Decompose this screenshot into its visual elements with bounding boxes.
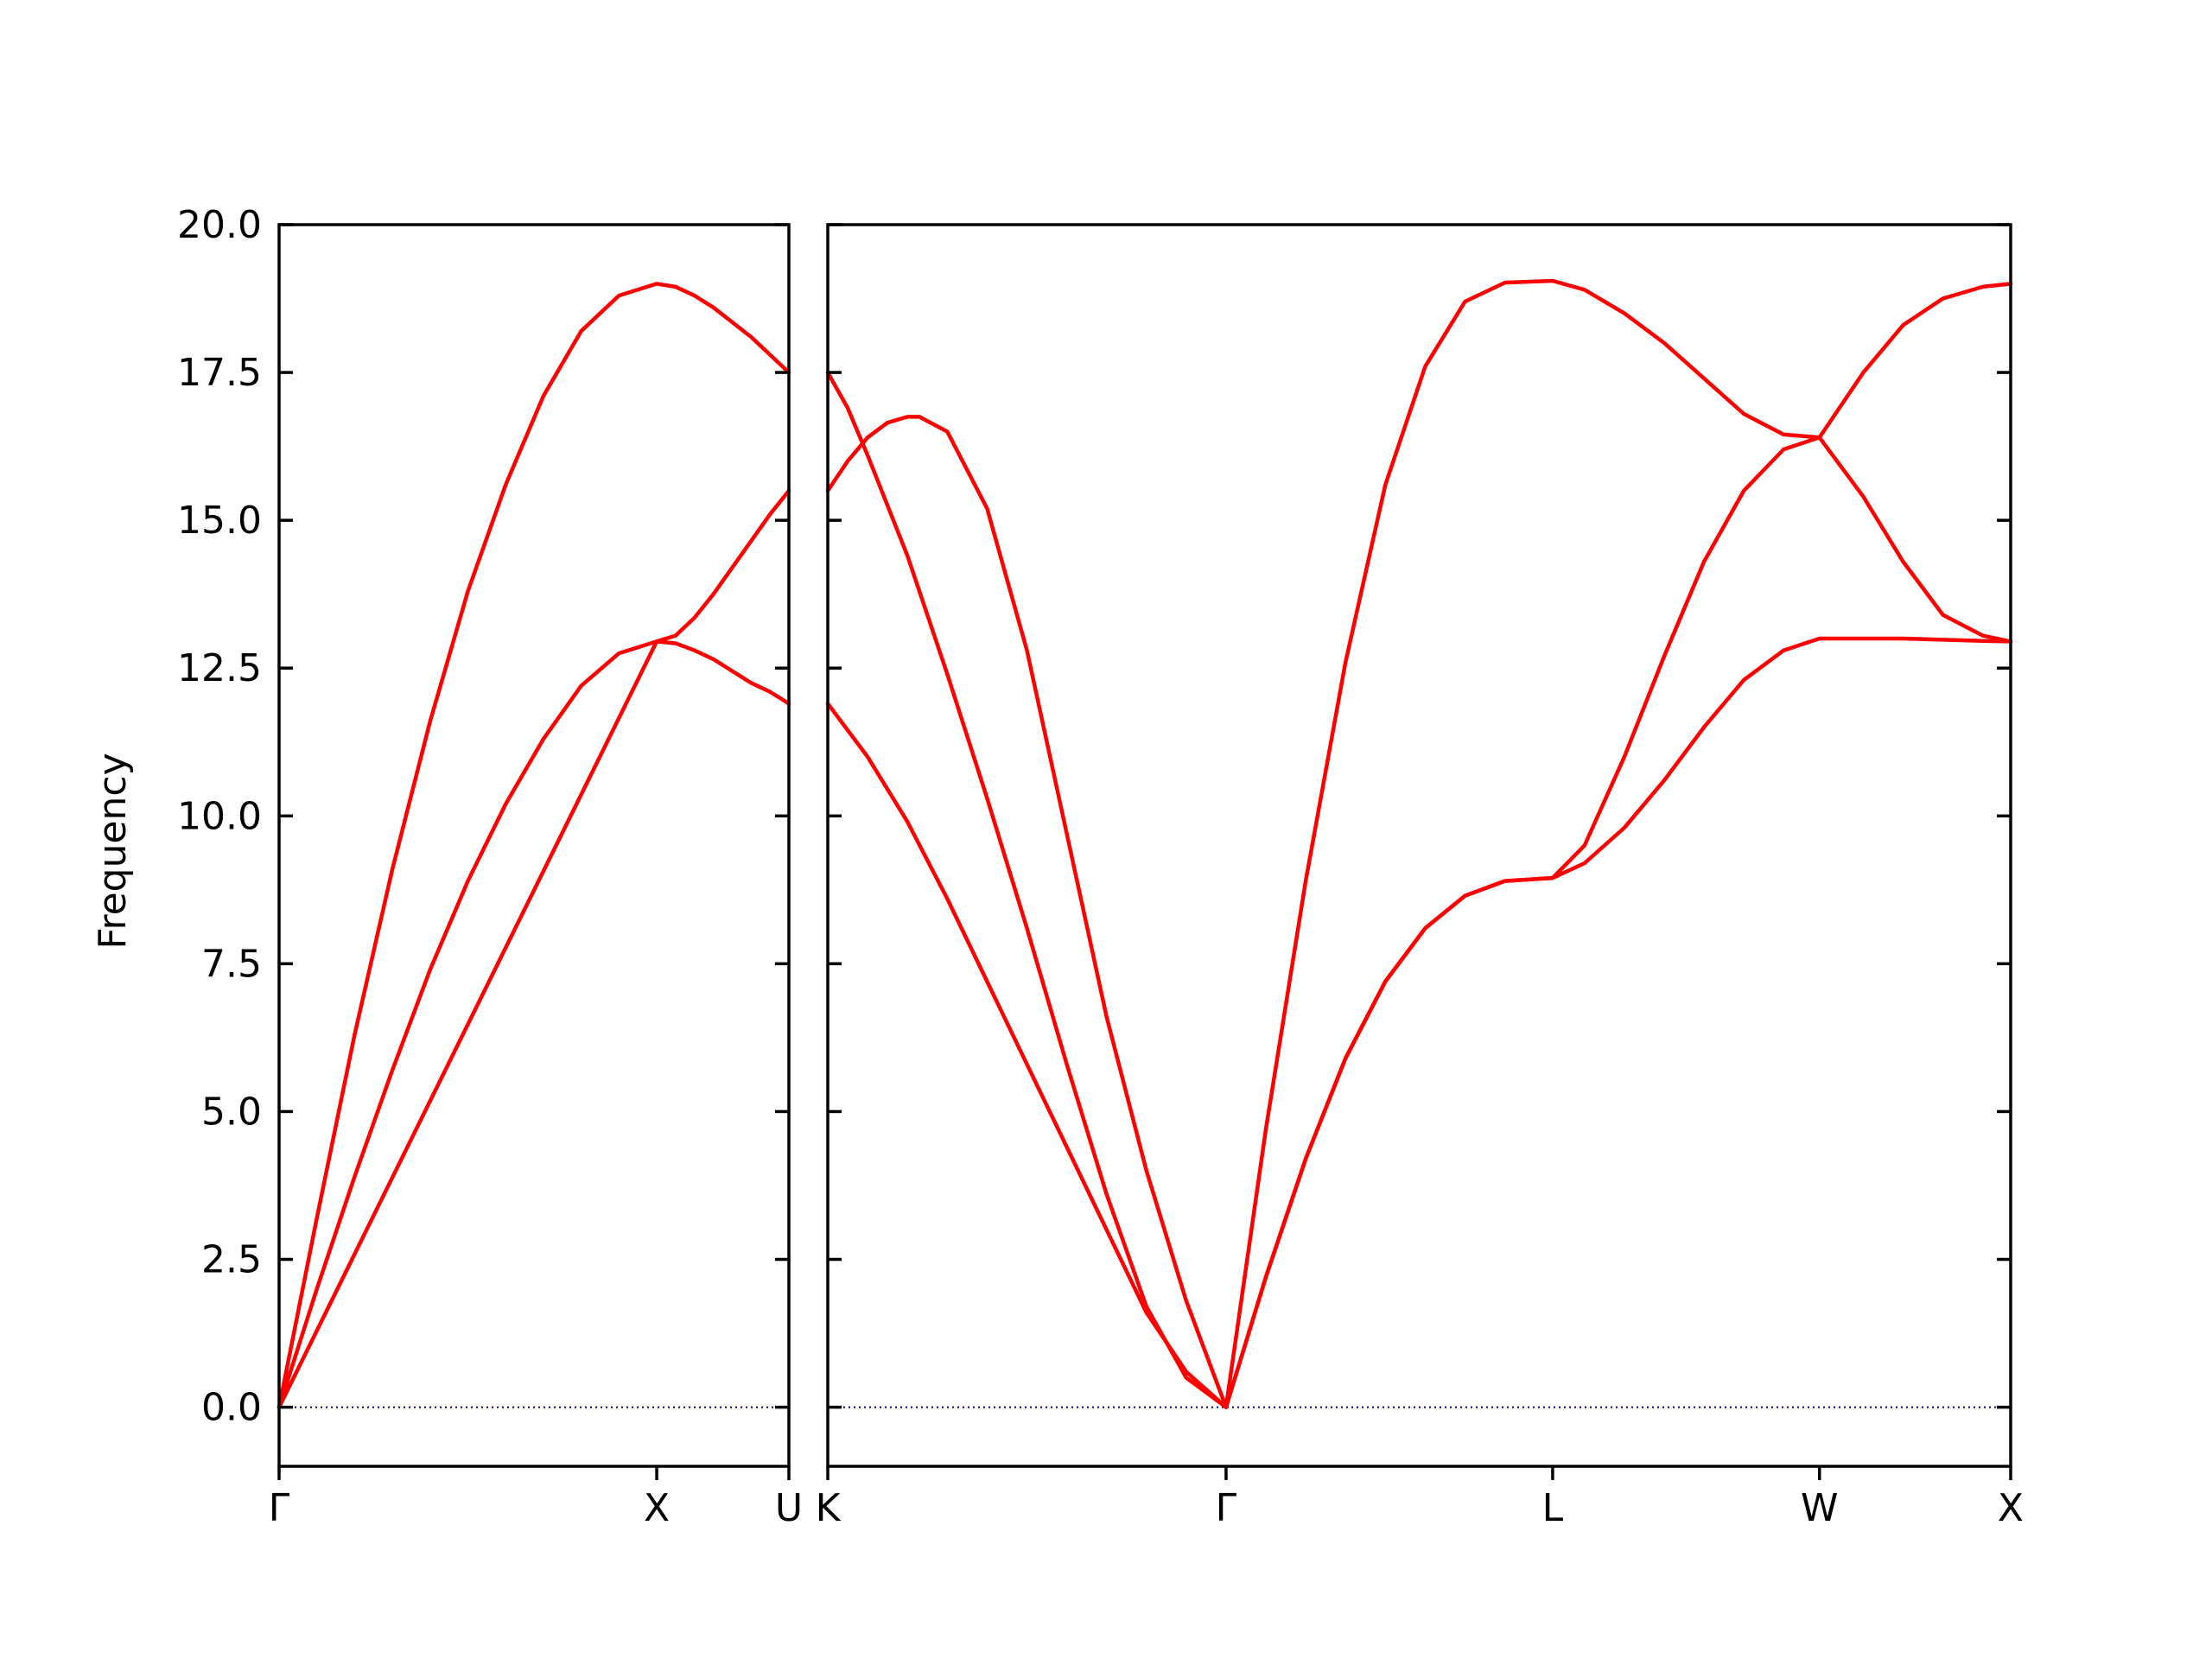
y-tick-label: 15.0	[177, 499, 262, 543]
panel-left: 0.0 2.5 5.0 7.5 10.0 12.5 15.0 17.5 20.0 Γ X U	[177, 203, 803, 1530]
x-tick-label: X	[1998, 1486, 2024, 1530]
y-tick-label: 10.0	[177, 794, 262, 838]
plot-frame	[277, 223, 791, 1468]
band-1	[825, 636, 2013, 1409]
band-2	[276, 488, 791, 1409]
y-tick-label: 2.5	[201, 1238, 262, 1282]
x-tick-label: W	[1801, 1486, 1839, 1530]
y-tick-label: 17.5	[177, 351, 262, 395]
x-tick-label: Γ	[1216, 1486, 1237, 1530]
y-axis-title: Frequency	[91, 753, 135, 949]
plot-frame	[826, 223, 2012, 1468]
band-3	[825, 278, 2013, 1409]
x-tick-label: K	[816, 1486, 842, 1530]
x-tick-label: Γ	[269, 1486, 290, 1530]
x-tick-label: L	[1542, 1486, 1564, 1530]
x-tick-label: U	[775, 1486, 803, 1530]
band-2	[825, 370, 2013, 1409]
y-tick-label: 0.0	[201, 1386, 262, 1430]
y-tick-label: 5.0	[201, 1090, 262, 1134]
y-tick-label: 12.5	[177, 646, 262, 690]
band-3	[276, 282, 791, 1409]
x-tick-label: X	[644, 1486, 670, 1530]
y-tick-label: 7.5	[201, 942, 262, 986]
y-tick-label: 20.0	[177, 203, 262, 247]
band-1	[276, 639, 791, 1409]
